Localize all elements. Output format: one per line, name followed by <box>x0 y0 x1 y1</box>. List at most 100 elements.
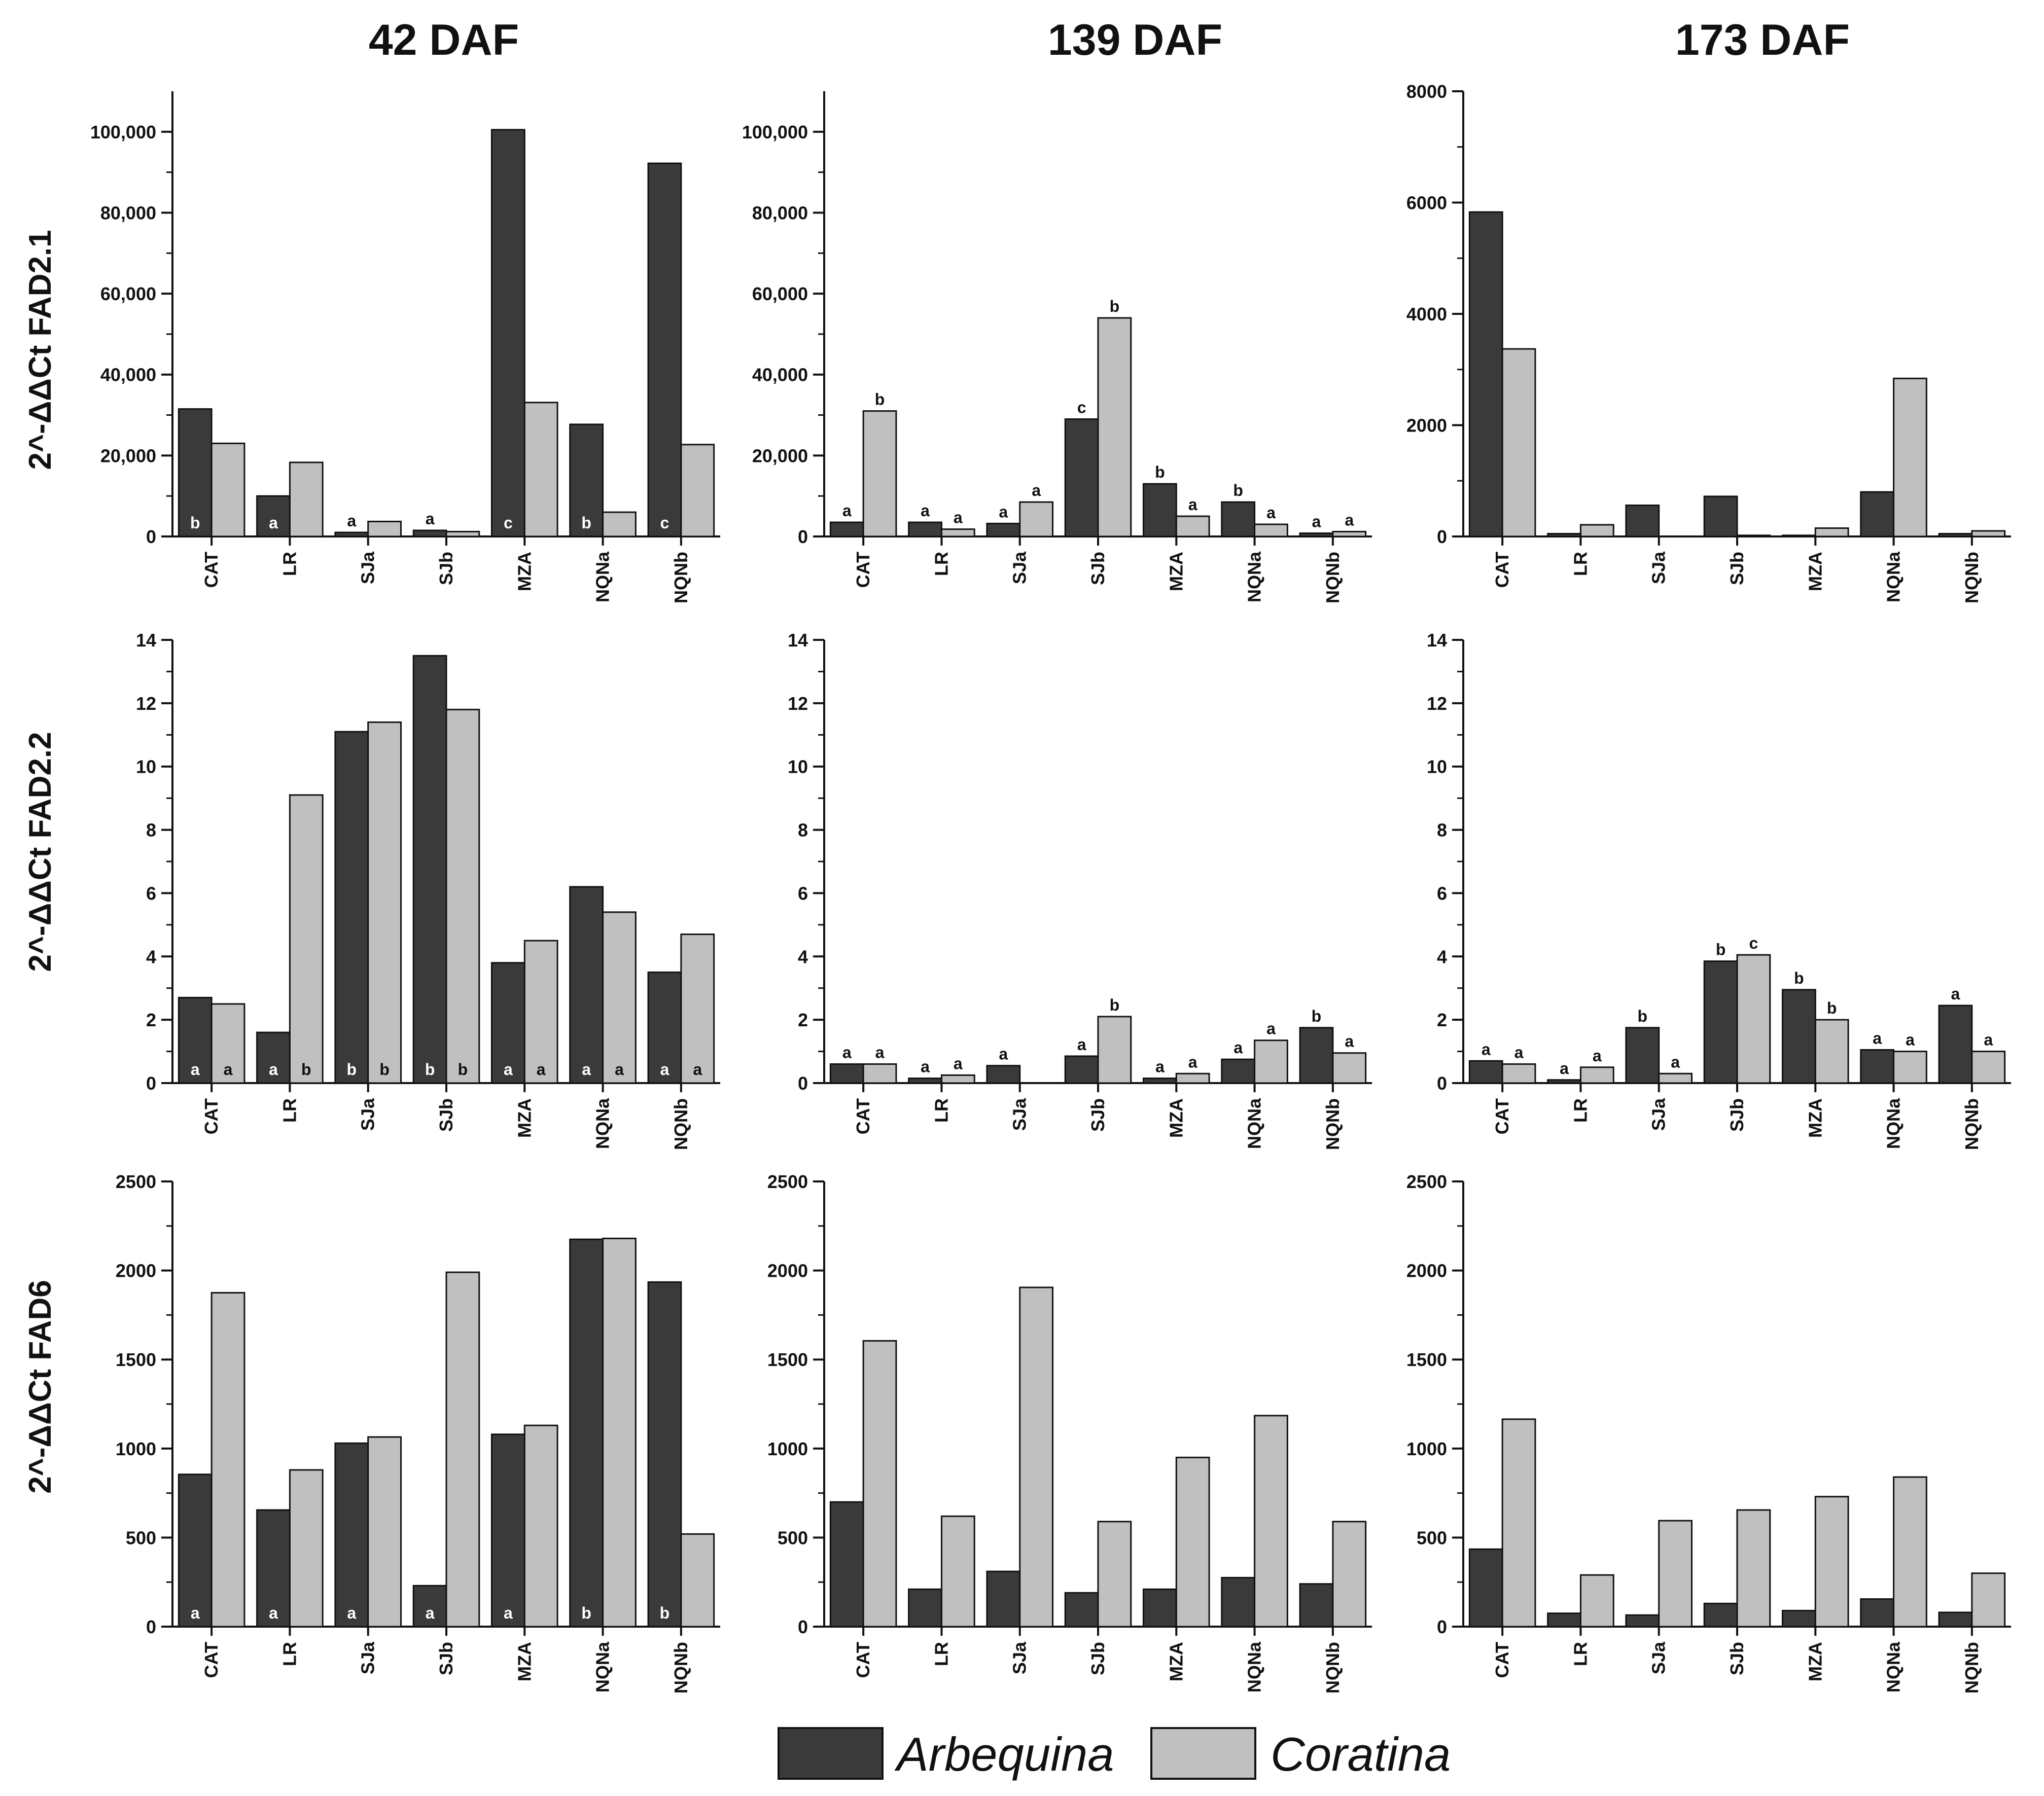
chart-fad2-2-42-bar-coratina <box>523 940 558 1084</box>
chart-fad2-1-42-category-label: MZA <box>514 552 535 591</box>
chart-fad2-2-139-bar-arbequina <box>1142 1077 1177 1084</box>
chart-fad6-139-y-tick-label: 1500 <box>767 1349 808 1370</box>
chart-fad2-2-173-category-label: NQNb <box>1961 1098 1982 1150</box>
chart-fad2-2-173-y-tick-label: 0 <box>1437 1073 1447 1094</box>
chart-fad2-2-173-significance-letter: b <box>1716 941 1726 959</box>
chart-fad6-139-bar-coratina <box>1097 1521 1132 1628</box>
chart-fad6-173-bar-arbequina <box>1468 1548 1503 1628</box>
chart-fad2-2-139-bar-coratina <box>1097 1016 1132 1084</box>
chart-fad2-1-173-bar-coratina <box>1893 377 1927 537</box>
chart-fad6-139-bar-coratina <box>1332 1521 1367 1628</box>
row-label-fad2-1: 2^-ΔΔCt FAD2.1 <box>23 230 58 470</box>
chart-fad6-139-category-label: NQNb <box>1322 1642 1343 1694</box>
chart-fad2-2-173: 0 2 4 6 8 10 12 14 CAT a a LR a a SJa b a SJb b c MZA b b NQNa a… <box>1427 630 2011 1150</box>
chart-fad6-139-bar-coratina <box>1254 1415 1288 1628</box>
chart-fad2-1-139-bar-coratina <box>1175 515 1210 537</box>
chart-fad6-139-bar-coratina <box>862 1340 897 1628</box>
chart-fad2-1-139-category-label: CAT <box>853 552 873 588</box>
chart-fad2-2-173-bar-arbequina <box>1625 1027 1660 1084</box>
chart-fad2-1-139-bar-arbequina <box>1221 501 1256 537</box>
chart-fad2-2-173-significance-letter: a <box>1906 1031 1915 1049</box>
chart-fad6-173-bar-arbequina <box>1860 1598 1895 1628</box>
chart-fad2-2-139-y-tick-label: 0 <box>798 1073 808 1094</box>
chart-fad6-42: 0 500 1000 1500 2000 2500 CAT a LR a SJa a SJb a MZA a N… <box>116 1171 720 1694</box>
chart-fad2-2-173-significance-letter: a <box>1984 1031 1993 1049</box>
chart-fad6-139: 0 500 1000 1500 2000 2500 CAT LR SJa SJb MZA NQNa NQ… <box>767 1171 1372 1694</box>
chart-fad6-139-y-tick-label: 2500 <box>767 1171 808 1192</box>
legend: Arbequina Coratina <box>778 1727 1451 1781</box>
chart-fad2-2-42-bar-arbequina <box>178 996 213 1084</box>
chart-fad6-42-bar-coratina <box>602 1237 637 1628</box>
chart-fad2-1-139-y-tick-label: 20,000 <box>752 445 808 466</box>
chart-fad2-2-139-category-label: NQNa <box>1244 1098 1265 1149</box>
chart-fad2-2-42-significance-letter: a <box>537 1060 546 1079</box>
chart-fad2-2-173-category-label: LR <box>1570 1098 1591 1123</box>
row-label-fad2-2: 2^-ΔΔCt FAD2.2 <box>23 732 58 972</box>
chart-fad2-1-139-significance-letter: b <box>1110 297 1120 315</box>
chart-fad6-173-bar-coratina <box>1501 1418 1536 1628</box>
chart-fad2-1-139-category-label: SJa <box>1009 551 1030 584</box>
chart-fad6-42-significance-letter: a <box>347 1604 356 1622</box>
chart-fad2-1-139-significance-letter: a <box>1345 511 1354 529</box>
chart-fad6-42-y-tick-label: 2500 <box>116 1171 156 1192</box>
chart-fad2-2-139-significance-letter: a <box>921 1058 930 1076</box>
chart-fad2-2-173-bar-arbequina <box>1547 1079 1581 1084</box>
chart-fad2-2-42-significance-letter: a <box>269 1060 278 1079</box>
chart-fad2-2-42-significance-letter: a <box>224 1060 233 1079</box>
chart-fad6-42-category-label: CAT <box>201 1642 222 1678</box>
chart-fad6-42-category-label: SJb <box>436 1642 456 1675</box>
chart-fad6-42-bar-arbequina <box>256 1509 291 1628</box>
chart-fad2-1-173-y-tick-label: 2000 <box>1406 415 1447 436</box>
column-title-42-daf: 42 DAF <box>369 16 519 64</box>
chart-fad2-2-42-category-label: NQNa <box>592 1098 613 1149</box>
chart-fad6-139-category-label: MZA <box>1166 1642 1186 1681</box>
chart-fad2-1-173-bar-arbequina <box>1781 534 1816 537</box>
chart-fad6-42-significance-letter: a <box>504 1604 513 1622</box>
chart-fad2-2-139-significance-letter: a <box>1077 1035 1086 1054</box>
chart-fad2-2-139-bar-coratina <box>1332 1052 1367 1084</box>
chart-fad2-2-139-category-label: LR <box>931 1098 951 1123</box>
chart-fad6-42-category-label: SJa <box>358 1641 378 1674</box>
chart-fad2-1-139-y-tick-label: 60,000 <box>752 283 808 304</box>
chart-fad6-173-bar-arbequina <box>1703 1602 1738 1628</box>
chart-fad2-1-42-significance-letter: b <box>581 514 591 532</box>
chart-fad2-1-139-bar-coratina <box>940 528 975 537</box>
chart-fad2-2-42-significance-letter: a <box>191 1060 200 1079</box>
chart-fad2-2-139-bar-arbequina <box>986 1065 1021 1084</box>
chart-fad6-173-category-label: SJa <box>1648 1641 1669 1674</box>
chart-fad6-42-y-tick-label: 1000 <box>116 1439 156 1459</box>
chart-fad2-1-139-y-tick-label: 40,000 <box>752 365 808 385</box>
chart-fad2-2-42-y-tick-label: 2 <box>146 1010 156 1030</box>
chart-fad2-2-42-bar-arbequina <box>256 1031 291 1084</box>
chart-fad2-2-173-significance-letter: a <box>1671 1053 1680 1071</box>
chart-fad2-2-173-bar-arbequina <box>1703 960 1738 1084</box>
chart-fad6-173-bar-arbequina <box>1547 1612 1581 1628</box>
chart-fad2-1-139-significance-letter: b <box>1233 481 1243 499</box>
chart-fad2-1-139-category-label: SJb <box>1087 552 1108 585</box>
chart-fad2-2-139-bar-arbequina <box>1221 1058 1256 1084</box>
chart-fad6-139-bar-arbequina <box>986 1570 1021 1628</box>
chart-fad6-139-y-tick-label: 500 <box>778 1527 808 1548</box>
chart-fad2-2-139-significance-letter: a <box>999 1045 1008 1063</box>
chart-fad2-1-139-significance-letter: a <box>1312 513 1321 531</box>
chart-fad2-2-139-significance-letter: a <box>1345 1032 1354 1051</box>
chart-fad6-42-category-label: MZA <box>514 1642 535 1681</box>
chart-fad2-1-139-bar-coratina <box>1019 501 1054 537</box>
chart-fad2-2-139-category-label: CAT <box>853 1098 873 1134</box>
chart-fad2-2-42-significance-letter: b <box>301 1060 311 1079</box>
chart-fad2-2-42-category-label: SJb <box>436 1098 456 1132</box>
chart-fad2-1-139-bar-arbequina <box>1299 532 1334 537</box>
chart-fad2-1-173-y-tick-label: 4000 <box>1406 304 1447 325</box>
chart-fad6-139-category-label: LR <box>931 1642 951 1666</box>
chart-fad2-1-42-bar-arbequina <box>412 529 447 537</box>
chart-fad6-139-bar-arbequina <box>1299 1583 1334 1628</box>
chart-fad2-2-42-y-tick-label: 0 <box>146 1073 156 1094</box>
chart-fad2-2-42-y-tick-label: 8 <box>146 820 156 841</box>
row-labels: 2^-ΔΔCt FAD2.1 2^-ΔΔCt FAD2.2 2^-ΔΔCt FA… <box>23 230 58 1493</box>
chart-fad6-42-y-tick-label: 1500 <box>116 1349 156 1370</box>
chart-fad2-2-42-y-tick-label: 6 <box>146 883 156 904</box>
chart-fad6-173-bar-arbequina <box>1625 1614 1660 1628</box>
chart-fad2-1-139-category-label: NQNb <box>1322 552 1343 603</box>
chart-fad2-2-139-significance-letter: a <box>1155 1058 1165 1076</box>
